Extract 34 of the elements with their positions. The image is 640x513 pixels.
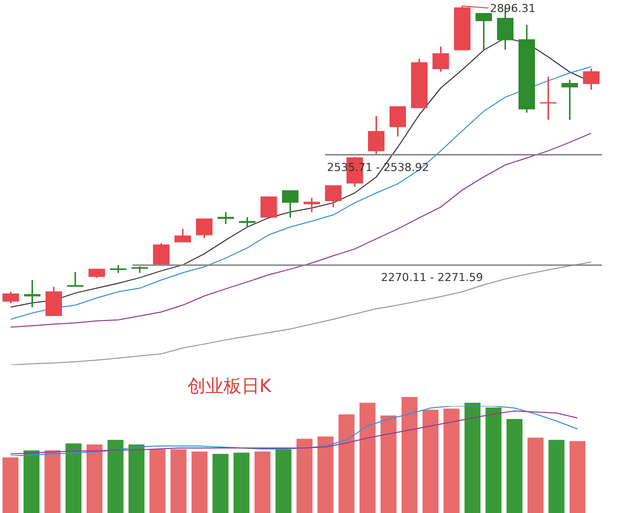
bar [170, 449, 186, 513]
bar [296, 438, 312, 513]
bar [254, 452, 270, 513]
bar [66, 443, 82, 513]
bar [86, 444, 102, 513]
bar [486, 407, 502, 513]
bar [318, 436, 334, 513]
annotation: 2896.31 [490, 2, 536, 15]
bar [212, 454, 228, 513]
bar [548, 440, 564, 513]
candlestick [67, 272, 84, 287]
candlestick [24, 280, 40, 308]
bar [360, 402, 376, 513]
bar [464, 402, 480, 513]
bar [108, 440, 124, 513]
bar [24, 450, 40, 513]
bar [128, 444, 144, 513]
bar [192, 452, 208, 513]
bar [444, 408, 460, 513]
bar [338, 414, 354, 513]
annotation: 2270.11 - 2271.59 [381, 271, 483, 284]
bar [506, 419, 522, 513]
bar [422, 410, 438, 513]
bar [380, 416, 396, 513]
candlestick [540, 76, 556, 120]
chart-title: 创业板日K [187, 376, 272, 398]
bar [44, 450, 60, 513]
bar [2, 457, 18, 513]
bar [402, 397, 418, 513]
bar [234, 452, 250, 513]
bar [528, 438, 544, 513]
bar [276, 449, 292, 513]
bar [570, 441, 586, 513]
bar [150, 449, 166, 513]
